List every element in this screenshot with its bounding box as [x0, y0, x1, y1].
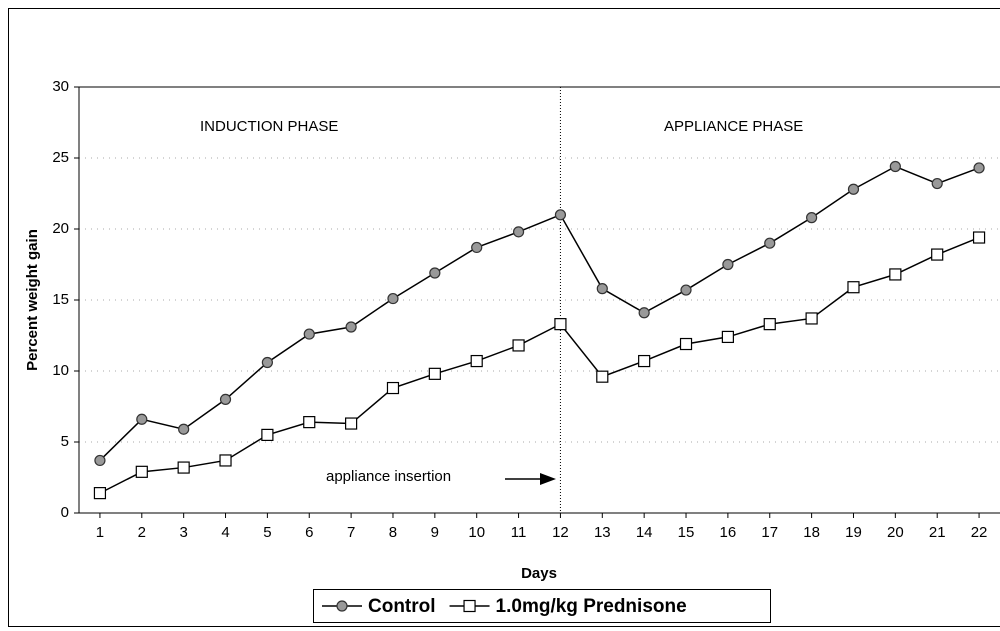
x-tick-label: 12	[552, 524, 569, 541]
series-line	[99, 236, 980, 494]
data-point	[512, 339, 525, 352]
x-tick-label: 7	[347, 524, 355, 541]
data-point	[596, 370, 609, 383]
data-point	[470, 354, 483, 368]
data-point	[805, 312, 818, 325]
x-tick-label: 17	[761, 524, 778, 541]
data-point	[219, 393, 232, 405]
data-point	[973, 162, 985, 174]
y-tick-label: 30	[52, 78, 69, 95]
x-tick-label: 15	[678, 524, 695, 541]
data-point	[512, 226, 525, 238]
data-point	[428, 367, 441, 380]
annotation: appliance insertion	[326, 468, 451, 485]
y-tick-label: 15	[52, 291, 69, 308]
data-point	[679, 337, 693, 351]
annotation: INDUCTION PHASE	[200, 118, 338, 135]
data-point	[638, 307, 650, 319]
data-point	[429, 267, 441, 279]
data-point	[596, 283, 608, 295]
data-point	[931, 177, 943, 190]
x-tick-label: 18	[803, 524, 820, 541]
data-point	[889, 268, 902, 281]
data-point	[680, 284, 692, 296]
y-tick-label: 0	[61, 504, 69, 521]
data-point	[806, 212, 818, 224]
data-point	[135, 465, 148, 478]
y-tick-label: 10	[52, 362, 69, 379]
data-point	[261, 428, 274, 441]
annotation-arrowhead	[540, 473, 556, 485]
data-point	[345, 417, 358, 430]
data-point	[554, 209, 567, 221]
x-tick-label: 16	[720, 524, 737, 541]
y-tick-label: 20	[52, 220, 69, 237]
x-tick-label: 3	[179, 524, 187, 541]
x-tick-label: 22	[971, 524, 988, 541]
x-tick-label: 1	[96, 524, 104, 541]
x-tick-label: 20	[887, 524, 904, 541]
data-point	[261, 356, 273, 369]
legend	[313, 589, 771, 623]
y-axis-label: Percent weight gain	[24, 229, 41, 371]
data-point	[847, 183, 860, 195]
x-tick-label: 6	[305, 524, 313, 541]
chart-frame	[8, 8, 1000, 627]
data-point	[303, 416, 316, 429]
data-point	[722, 258, 734, 271]
data-point	[94, 454, 106, 467]
data-point	[889, 160, 901, 173]
data-point	[387, 292, 399, 305]
data-point	[93, 487, 107, 500]
data-point	[136, 413, 148, 425]
data-point	[847, 281, 860, 294]
data-point	[386, 381, 400, 395]
legend-label: 1.0mg/kg Prednisone	[496, 596, 687, 617]
x-tick-label: 21	[929, 524, 946, 541]
x-tick-label: 5	[263, 524, 271, 541]
x-tick-label: 19	[845, 524, 862, 541]
y-tick-label: 5	[61, 433, 69, 450]
x-tick-label: 2	[138, 524, 146, 541]
x-tick-label: 11	[511, 524, 527, 541]
data-point	[554, 318, 567, 331]
data-point	[177, 461, 190, 474]
x-axis-label: Days	[521, 565, 557, 582]
data-point	[345, 321, 357, 333]
series-line	[99, 165, 980, 461]
data-point	[219, 454, 232, 467]
data-point	[303, 328, 315, 340]
x-tick-label: 4	[221, 524, 229, 541]
legend-label: Control	[368, 596, 436, 617]
x-tick-label: 9	[431, 524, 439, 541]
data-point	[972, 231, 986, 244]
data-point	[471, 241, 483, 254]
annotation: APPLIANCE PHASE	[664, 118, 803, 135]
x-tick-label: 13	[594, 524, 611, 541]
data-point	[764, 237, 776, 249]
x-tick-label: 10	[468, 524, 485, 541]
data-point	[178, 423, 190, 435]
data-point	[638, 354, 651, 368]
legend-marker	[463, 599, 476, 613]
x-tick-label: 8	[389, 524, 397, 541]
data-point	[763, 318, 776, 331]
data-point	[721, 330, 734, 344]
legend-marker	[336, 600, 348, 612]
x-tick-label: 14	[636, 524, 653, 541]
data-point	[931, 248, 944, 261]
y-tick-label: 25	[52, 149, 69, 166]
